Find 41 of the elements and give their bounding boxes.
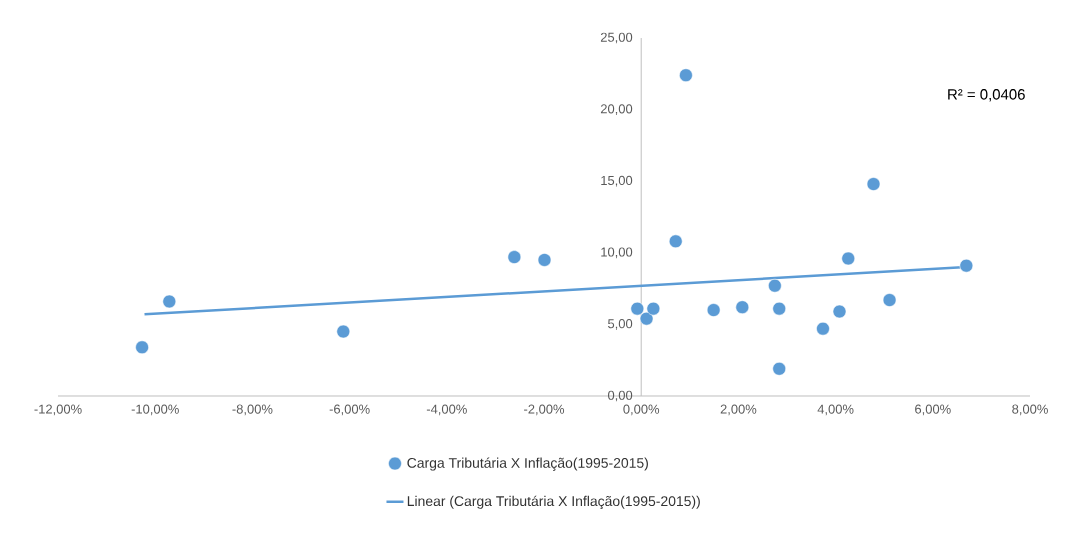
point [679,68,693,83]
x-tick-label: -8,00% [232,404,273,416]
x-tick-label: 6,00% [915,404,951,416]
y-tick-label: 0,00 [607,390,633,402]
x-tick-label: -6,00% [329,404,370,416]
x-tick-label: 0,00% [623,404,660,416]
point [135,340,149,355]
point [639,311,654,326]
x-tick-label: -10,00% [131,404,179,416]
point [336,324,351,339]
legend-label: Linear (Carga Tributária X Inflação(1995-2015)) [407,495,700,509]
x-tick-label: 2,00% [720,404,757,416]
point [735,300,750,314]
y-tick-label: 25,00 [600,32,633,44]
x-tick-label: 8,00% [1012,404,1048,416]
point [832,304,847,319]
point [507,250,522,264]
point [630,301,645,316]
y-tick-label: 20,00 [600,104,633,115]
point [646,301,661,316]
point [816,321,830,336]
point [959,258,974,273]
annotation: R² = 0,0406 [948,89,1025,102]
y-tick-label: 10,00 [601,247,633,259]
x-tick-label: 4,00% [817,404,854,416]
y-tick-label: 15,00 [601,175,633,187]
y-tick-label: 5,00 [608,319,633,330]
point [772,301,787,316]
x-tick-label: -12,00% [34,404,82,416]
point [882,293,897,307]
point [866,177,881,191]
point [668,234,683,249]
x-tick-label: -2,00% [524,404,565,416]
point [162,294,177,309]
x-tick-label: -4,00% [426,404,467,416]
legend-label: Carga Tributária X Inflação(1995-2015) [407,457,648,471]
point [706,303,721,317]
point [537,253,552,267]
point [841,251,856,266]
point [772,361,787,376]
point [768,278,782,293]
